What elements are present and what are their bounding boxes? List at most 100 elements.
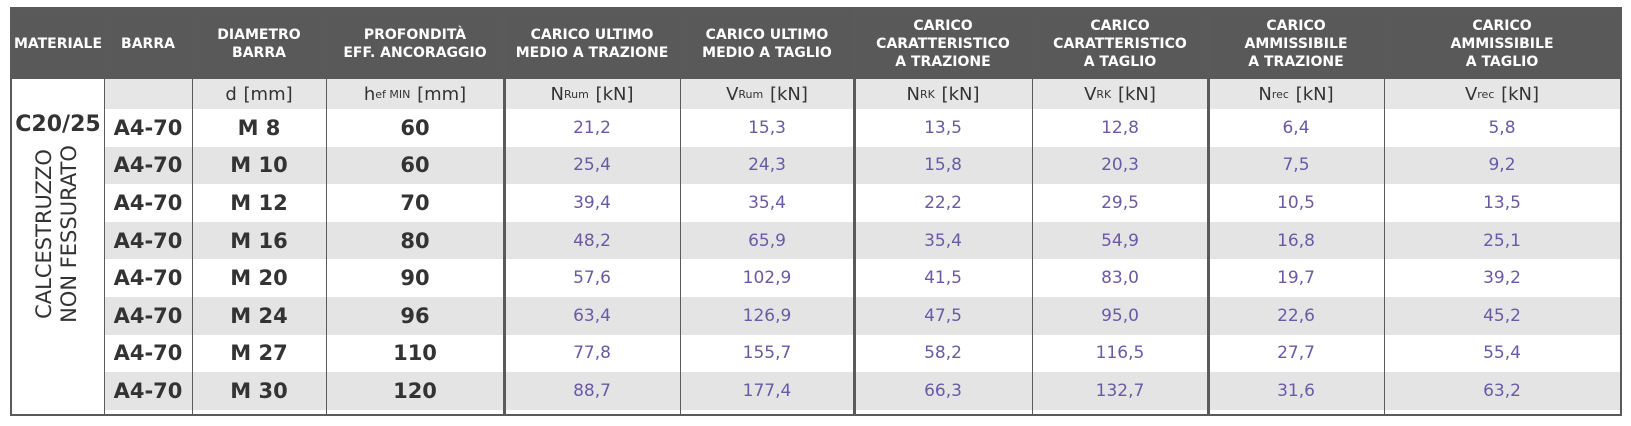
header-label: CARICO AMMISSIBILE A TRAZIONE <box>1244 17 1347 71</box>
column-divider <box>680 9 681 414</box>
cell-barra: A4-70 <box>113 303 183 328</box>
unit-subscript: Rum <box>738 87 764 101</box>
unit-nrk: N RK [kN] <box>854 79 1032 109</box>
column-divider <box>1032 9 1033 414</box>
material-description: CALCESTRUZZO NON FESSURATO <box>32 134 82 334</box>
cell-vrec: 63,2 <box>1483 380 1521 401</box>
cell-diametro: M 27 <box>230 341 288 366</box>
cell-diametro: M 20 <box>230 266 288 291</box>
header-line: EFF. ANCORAGGIO <box>343 45 487 61</box>
cell-vrk: 132,7 <box>1095 380 1145 401</box>
cell-vrk: 116,5 <box>1095 343 1145 364</box>
header-label: PROFONDITÀ EFF. ANCORAGGIO <box>343 26 486 62</box>
cell-barra: A4-70 <box>113 190 183 215</box>
cell-nrum: 88,7 <box>573 380 611 401</box>
unit-measure: [kN] <box>764 83 808 105</box>
cell-vrum: 126,9 <box>742 305 792 326</box>
column-divider <box>1384 9 1385 414</box>
unit-symbol: d <box>225 83 237 105</box>
cell-hef: 70 <box>400 190 430 215</box>
unit-symbol: V <box>1464 83 1478 105</box>
header-vrum: CARICO ULTIMO MEDIO A TAGLIO <box>680 9 854 79</box>
unit-symbol: h <box>363 83 376 105</box>
unit-diametro: d [mm] <box>192 79 326 109</box>
header-line: MEDIO A TRAZIONE <box>515 45 669 61</box>
header-diametro: DIAMETRO BARRA <box>192 9 326 79</box>
header-line: BARRA <box>232 45 286 61</box>
unit-subscript: rec <box>1271 87 1289 101</box>
cell-hef: 90 <box>400 266 430 291</box>
cell-vrum: 65,9 <box>748 230 786 251</box>
column-divider <box>104 9 105 414</box>
unit-symbol: N <box>550 83 564 105</box>
header-vrk: CARICO CARATTERISTICO A TAGLIO <box>1032 9 1208 79</box>
table-row <box>104 297 1620 335</box>
material-description-line: CALCESTRUZZO <box>32 149 56 319</box>
unit-symbol: N <box>1258 83 1272 105</box>
cell-hef: 80 <box>400 228 430 253</box>
cell-vrum: 102,9 <box>742 268 792 289</box>
header-line: A TRAZIONE <box>1248 54 1344 70</box>
cell-hef: 110 <box>393 341 437 366</box>
cell-vrk: 54,9 <box>1101 230 1139 251</box>
column-divider <box>503 9 506 414</box>
header-nrum: CARICO ULTIMO MEDIO A TRAZIONE <box>504 9 680 79</box>
cell-diametro: M 24 <box>230 303 288 328</box>
header-label: CARICO CARATTERISTICO A TAGLIO <box>1053 17 1187 71</box>
header-line: PROFONDITÀ <box>363 27 467 43</box>
header-line: CARICO <box>913 18 973 34</box>
unit-vrum: V Rum [kN] <box>680 79 854 109</box>
cell-hef: 60 <box>400 153 430 178</box>
cell-nrk: 22,2 <box>924 192 962 213</box>
cell-nrec: 6,4 <box>1282 117 1310 138</box>
header-line: CARATTERISTICO <box>876 36 1010 52</box>
header-line: AMMISSIBILE <box>1450 36 1554 52</box>
unit-subscript: RK <box>919 87 935 101</box>
cell-vrec: 9,2 <box>1488 155 1516 176</box>
header-nrk: CARICO CARATTERISTICO A TRAZIONE <box>854 9 1032 79</box>
header-nrec: CARICO AMMISSIBILE A TRAZIONE <box>1208 9 1384 79</box>
cell-diametro: M 12 <box>230 190 288 215</box>
header-line: CARATTERISTICO <box>1053 36 1187 52</box>
cell-nrum: 77,8 <box>573 343 611 364</box>
cell-vrec: 39,2 <box>1483 268 1521 289</box>
header-line: A TAGLIO <box>1083 54 1157 70</box>
header-label: DIAMETRO BARRA <box>217 26 300 62</box>
unit-barra <box>104 79 192 109</box>
material-cell <box>12 79 104 414</box>
material-description-line: NON FESSURATO <box>57 145 81 323</box>
table-row <box>104 372 1620 410</box>
header-label: CARICO ULTIMO MEDIO A TAGLIO <box>702 26 832 62</box>
header-line: BARRA <box>121 36 175 52</box>
cell-nrec: 10,5 <box>1277 192 1315 213</box>
cell-nrum: 63,4 <box>573 305 611 326</box>
cell-nrk: 58,2 <box>924 343 962 364</box>
cell-vrec: 55,4 <box>1483 343 1521 364</box>
cell-vrk: 83,0 <box>1101 268 1139 289</box>
cell-vrum: 35,4 <box>748 192 786 213</box>
unit-measure: [mm] <box>411 83 467 105</box>
table-row <box>104 221 1620 260</box>
unit-symbol: N <box>906 83 920 105</box>
cell-nrk: 41,5 <box>924 268 962 289</box>
cell-vrk: 12,8 <box>1101 117 1139 138</box>
cell-diametro: M 16 <box>230 228 288 253</box>
cell-barra: A4-70 <box>113 341 183 366</box>
header-vrec: CARICO AMMISSIBILE A TAGLIO <box>1384 9 1620 79</box>
unit-symbol: V <box>726 83 739 105</box>
unit-symbol: V <box>1084 83 1097 105</box>
cell-nrec: 27,7 <box>1277 343 1315 364</box>
material-grade: C20/25 <box>15 112 101 137</box>
header-line: MATERIALE <box>13 36 103 52</box>
cell-nrk: 13,5 <box>924 117 962 138</box>
header-line: A TRAZIONE <box>895 54 991 70</box>
unit-measure: [kN] <box>589 83 634 105</box>
header-label: MATERIALE <box>14 35 102 53</box>
cell-vrec: 25,1 <box>1483 230 1521 251</box>
cell-vrec: 5,8 <box>1488 117 1516 138</box>
cell-barra: A4-70 <box>113 115 183 140</box>
header-materiale: MATERIALE <box>12 9 104 79</box>
cell-nrk: 35,4 <box>924 230 962 251</box>
unit-measure: [kN] <box>1495 83 1540 105</box>
cell-diametro: M 30 <box>230 378 288 403</box>
